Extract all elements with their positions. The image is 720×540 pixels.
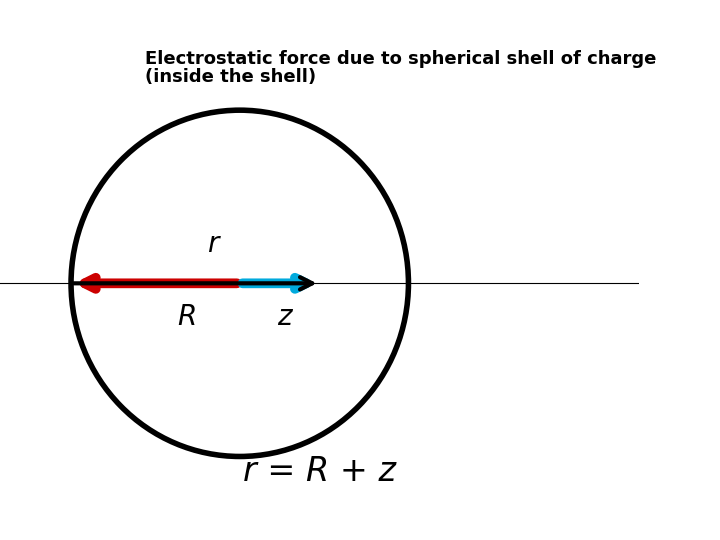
Text: r = R + z: r = R + z <box>243 455 396 488</box>
Text: Electrostatic force due to spherical shell of charge: Electrostatic force due to spherical she… <box>145 50 656 68</box>
Text: (inside the shell): (inside the shell) <box>145 68 316 85</box>
Text: z: z <box>276 303 292 331</box>
Text: r: r <box>207 231 219 259</box>
Text: R: R <box>177 303 196 331</box>
